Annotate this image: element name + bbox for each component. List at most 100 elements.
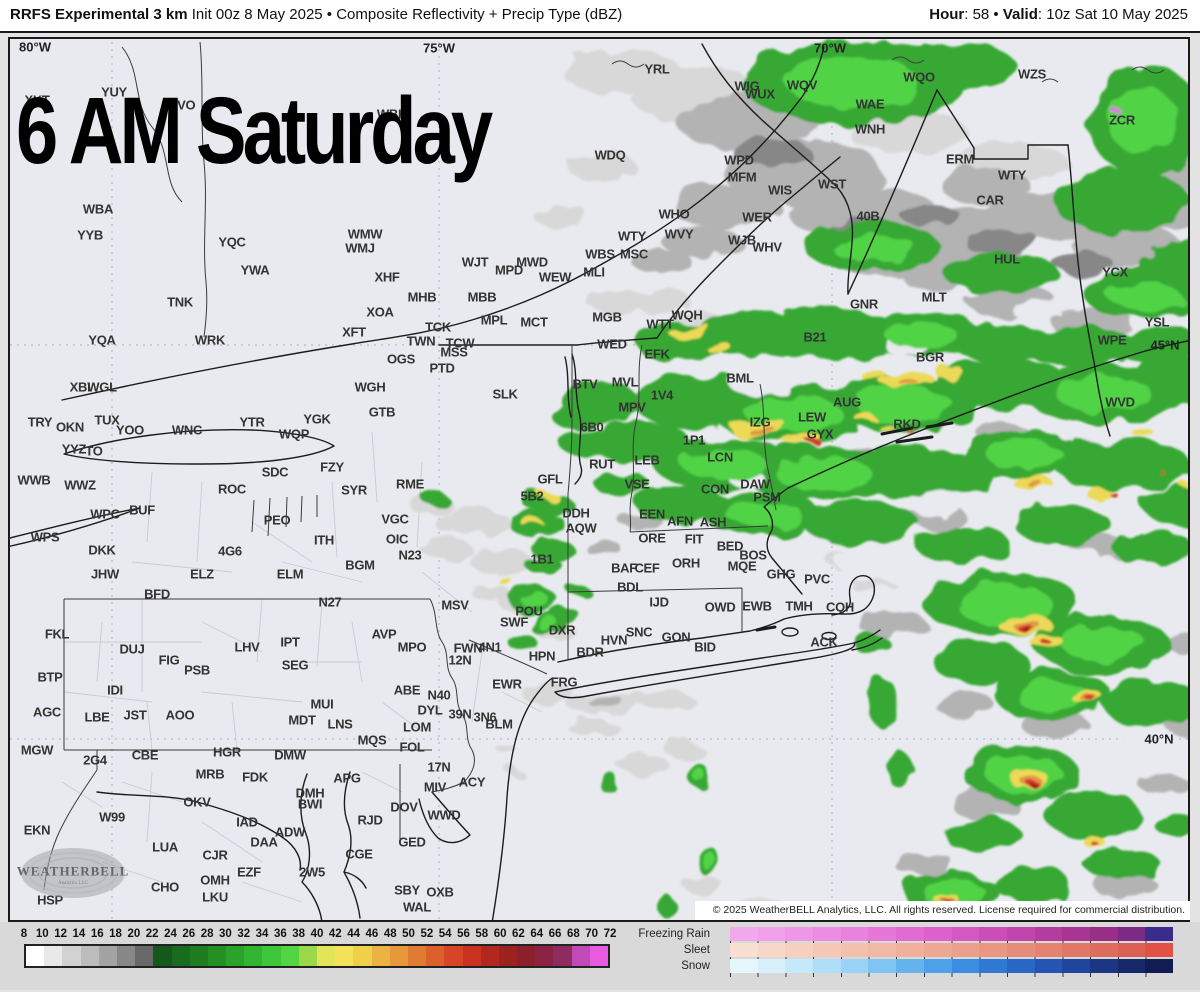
station-label: LNS: [327, 716, 353, 732]
station-label: GED: [398, 834, 426, 850]
precip-color-cell: [979, 959, 1007, 973]
dbz-color-cell: [426, 946, 445, 966]
station-label: YCX: [1102, 264, 1128, 280]
station-label: DOV: [390, 799, 418, 815]
station-label: LUA: [152, 839, 178, 855]
station-label: CBE: [131, 747, 159, 763]
station-label: ROC: [218, 481, 246, 497]
station-label: SYR: [341, 482, 367, 498]
station-label: 1V4: [650, 387, 674, 403]
station-label: JST: [123, 707, 147, 723]
state-borders: [43, 41, 1165, 891]
station-label: BDL: [617, 579, 643, 595]
dbz-color-cell: [116, 946, 136, 966]
precip-color-cell: [1006, 959, 1035, 973]
station-label: 4G6: [218, 543, 242, 559]
precip-color-cell: [813, 927, 841, 941]
precip-row: Freezing Rain: [590, 927, 1190, 945]
station-label: MLI: [583, 264, 605, 280]
precip-color-cell: [868, 927, 897, 941]
precip-color-cell: [1089, 927, 1118, 941]
precip-colorbar: [730, 943, 1173, 957]
station-label: MCT: [520, 314, 548, 330]
station-label: HPN: [528, 648, 556, 664]
station-label: CQH: [826, 599, 854, 615]
model-subtitle: Init 00z 8 May 2025 • Composite Reflecti…: [187, 6, 623, 23]
valid-time: Hour: 58 • Valid: 10z Sat 10 May 2025: [929, 6, 1188, 23]
station-label: SLK: [492, 386, 518, 402]
model-title: RRFS Experimental 3 km Init 00z 8 May 20…: [10, 6, 622, 23]
station-label: SDC: [261, 464, 289, 480]
station-label: FRG: [550, 674, 578, 690]
precip-color-cell: [785, 943, 814, 957]
station-label: W99: [99, 809, 125, 825]
station-label: DKK: [88, 542, 116, 558]
station-label: ELM: [276, 566, 304, 582]
station-label: MPD: [495, 262, 523, 278]
station-label: MSS: [440, 344, 468, 360]
precip-label: Sleet: [683, 944, 710, 956]
station-label: XOA: [366, 304, 394, 320]
dbz-color-cell: [280, 946, 299, 966]
station-label: WER: [742, 209, 772, 225]
precip-color-cell: [730, 943, 758, 957]
precip-color-cell: [813, 943, 841, 957]
station-label: CGE: [345, 846, 373, 862]
dbz-color-cell: [262, 946, 281, 966]
valid-label: Valid: [1002, 6, 1038, 23]
station-label: WBS: [585, 246, 615, 262]
precip-color-cell: [896, 943, 924, 957]
dbz-color-cell: [207, 946, 227, 966]
station-label: GYX: [806, 426, 834, 442]
dbz-color-cell: [571, 946, 590, 966]
station-label: BLM: [485, 716, 513, 732]
dbz-colorbar: [24, 944, 610, 968]
station-label: WED: [597, 336, 627, 352]
precip-color-cell: [1034, 959, 1063, 973]
station-label: IPT: [280, 634, 300, 650]
precip-color-cell: [896, 927, 924, 941]
precip-color-cell: [868, 959, 897, 973]
station-label: HGR: [213, 744, 241, 760]
graticule-label: 75°W: [423, 40, 455, 56]
station-label: BUF: [129, 502, 155, 518]
station-label: LHV: [234, 639, 260, 655]
dbz-tick: 16: [90, 928, 104, 940]
station-label: BAF: [611, 560, 637, 576]
station-label: ITH: [313, 532, 335, 548]
dbz-tick: 14: [72, 928, 86, 940]
station-label: OMH: [200, 872, 230, 888]
station-label: PVC: [804, 571, 830, 587]
station-label: DMW: [274, 747, 306, 763]
station-label: WST: [818, 176, 846, 192]
station-label: TWN: [406, 333, 436, 349]
station-label: DAW: [740, 476, 770, 492]
dbz-tick: 28: [200, 928, 214, 940]
station-label: WTY: [618, 228, 646, 244]
station-label: YGK: [303, 411, 331, 427]
station-label: WHV: [752, 239, 782, 255]
precip-color-cell: [730, 959, 758, 973]
station-label: WGH: [354, 379, 386, 395]
station-label: WBK: [376, 106, 408, 122]
dbz-color-cell: [298, 946, 317, 966]
station-label: WNC: [171, 422, 203, 438]
dbz-tick: 20: [127, 928, 141, 940]
station-label: BDR: [576, 644, 604, 660]
station-label: DUJ: [119, 641, 145, 657]
graticule: [10, 42, 1188, 920]
station-label: OIC: [385, 531, 409, 547]
precip-color-cell: [923, 943, 952, 957]
station-label: BGM: [345, 557, 375, 573]
station-label: WQH: [671, 307, 703, 323]
station-label: WVD: [1105, 394, 1135, 410]
station-label: IDI: [107, 682, 123, 698]
hour-value: : 58 •: [964, 6, 1003, 23]
station-label: TRY: [27, 414, 53, 430]
station-label: BTV: [572, 376, 598, 392]
station-label: ORH: [672, 555, 700, 571]
dbz-tick-labels: 8 10 12 14 16 18 20 22 24 26 28 30 32 34 36 38 40 42 44 46 4…: [21, 928, 617, 941]
station-label: LEB: [634, 452, 660, 468]
precip-color-cell: [1117, 959, 1146, 973]
